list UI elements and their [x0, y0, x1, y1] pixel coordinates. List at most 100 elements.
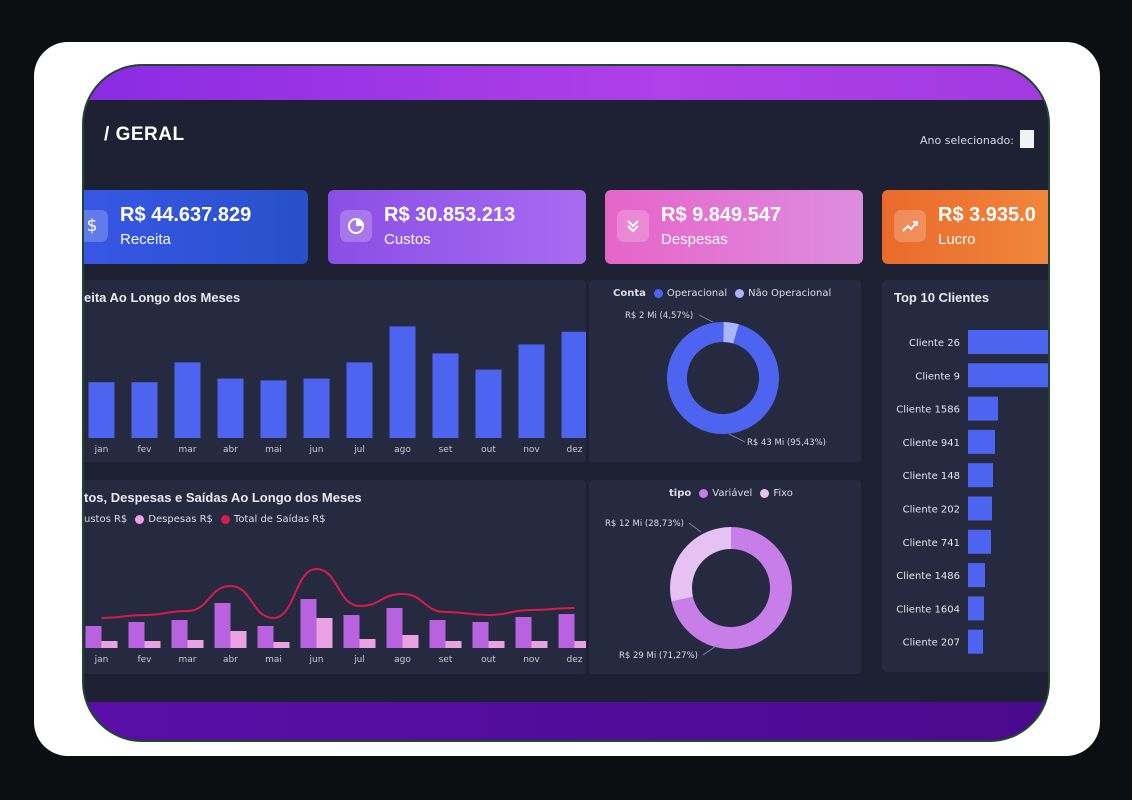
bar-despesas-set	[445, 641, 462, 648]
kpi-value-custos: R$ 30.853.213	[384, 204, 516, 226]
bar-cliente-1486	[968, 563, 985, 588]
bar-despesas-mar	[187, 640, 204, 648]
tick-custos-mar: mar	[179, 655, 197, 665]
label-cliente-202: Cliente 202	[903, 505, 960, 516]
kpi-label-receita: Receita	[120, 231, 171, 248]
panel-top-clientes: Top 10 Clientes Cliente 26 Cliente 9 Clien…	[882, 280, 1048, 672]
label-operacional: R$ 43 Mi (95,43%)	[747, 438, 826, 448]
leader-nao-operacional	[698, 314, 714, 323]
panel-tipo-donut: tipo Variável Fixo R$ 12 Mi (28,73%) R$ 2…	[589, 480, 861, 674]
legend-tipo: tipo Variável Fixo	[669, 488, 793, 499]
legend-dot-nao-operacional	[735, 289, 745, 298]
bar-receita-out	[475, 369, 502, 438]
bar-cliente-9	[968, 363, 1048, 388]
legend-dot-operacional	[653, 289, 663, 298]
bar-cliente-741	[968, 529, 991, 554]
tick-custos-fev: fev	[137, 655, 152, 665]
line-total-saidas	[101, 567, 575, 620]
leader-variavel	[702, 643, 720, 656]
bar-cliente-1586	[968, 396, 998, 421]
legend-dot-fixo	[760, 489, 770, 498]
tick-receita-jul: jul	[353, 445, 365, 455]
kpi-value-lucro: R$ 3.935.0	[938, 204, 1036, 226]
tick-receita-jun: jun	[309, 445, 324, 455]
year-selector-label: Ano selecionado:	[919, 134, 1014, 147]
bar-custos-out	[472, 622, 489, 648]
kpi-label-lucro: Lucro	[938, 231, 976, 248]
legend-item-total[interactable]: Total de Saídas R$	[233, 514, 326, 525]
tick-custos-abr: abr	[223, 655, 238, 665]
bar-custos-jun	[300, 599, 317, 648]
tick-custos-dez: dez	[567, 655, 583, 665]
label-cliente-741: Cliente 741	[903, 538, 960, 549]
bar-cliente-207	[968, 629, 983, 654]
legend-item-despesas[interactable]: Despesas R$	[148, 514, 213, 525]
legend-item-custos[interactable]: ustos R$	[84, 514, 128, 525]
tick-custos-set: set	[439, 655, 453, 665]
label-cliente-1486: Cliente 1486	[896, 571, 960, 582]
kpi-value-receita: R$ 44.637.829	[120, 204, 252, 226]
bar-cliente-26	[968, 330, 1048, 354]
bar-despesas-jun	[316, 618, 333, 648]
top-color-bar	[84, 66, 1048, 100]
leader-fixo	[688, 522, 702, 533]
bar-despesas-jan	[101, 641, 118, 648]
label-nao-operacional: R$ 2 Mi (4,57%)	[625, 311, 693, 321]
kpi-label-custos: Custos	[384, 231, 431, 248]
legend-item-nao-operacional[interactable]: Não Operacional	[748, 288, 832, 299]
label-variavel: R$ 29 Mi (71,27%)	[619, 651, 698, 661]
label-cliente-148: Cliente 148	[903, 471, 960, 482]
bar-custos-dez	[558, 614, 575, 648]
tick-custos-ago: ago	[394, 655, 411, 665]
legend-dot-variavel	[699, 489, 709, 498]
tick-custos-out: out	[481, 655, 496, 665]
slice-conta-operacional	[667, 322, 779, 434]
label-cliente-1604: Cliente 1604	[896, 604, 960, 615]
legend-item-variavel[interactable]: Variável	[712, 488, 753, 499]
kpi-card-lucro: R$ 3.935.0 Lucro	[882, 190, 1048, 264]
chart-title-receita: eita Ao Longo dos Meses	[84, 290, 241, 305]
tick-receita-jan: jan	[94, 445, 109, 455]
bar-despesas-fev	[144, 641, 161, 648]
kpi-value-despesas: R$ 9.849.547	[661, 204, 782, 226]
bar-receita-set	[432, 353, 459, 438]
chart-custos-despesas: jan fev mar abr mai jun jul ago set out nov dez	[85, 567, 586, 665]
bar-custos-mar	[171, 620, 188, 648]
bar-despesas-nov	[531, 641, 548, 648]
bar-receita-jun	[303, 378, 330, 438]
bar-custos-mai	[257, 626, 274, 648]
bar-despesas-out	[488, 641, 505, 648]
label-fixo: R$ 12 Mi (28,73%)	[605, 519, 684, 529]
label-cliente-941: Cliente 941	[903, 438, 960, 449]
dashboard-screen: / GERAL Ano selecionado: $ R$ 44.637.829…	[82, 64, 1050, 742]
slice-conta-nao-operacional	[667, 322, 779, 434]
trend-up-icon	[894, 210, 926, 242]
bar-custos-abr	[214, 603, 231, 648]
bar-custos-fev	[128, 622, 145, 648]
dashboard-content: / GERAL Ano selecionado: $ R$ 44.637.829…	[84, 100, 1048, 706]
chart-conta-donut: R$ 2 Mi (4,57%) R$ 43 Mi (95,43%)	[625, 311, 826, 448]
bar-custos-jan	[85, 626, 102, 648]
dollar-icon: $	[84, 210, 108, 242]
tick-custos-jun: jun	[309, 655, 324, 665]
legend-conta: Conta Operacional Não Operacional	[613, 288, 831, 299]
bar-cliente-202	[968, 496, 992, 521]
bar-receita-dez	[561, 331, 586, 438]
bar-receita-mai	[260, 380, 287, 438]
bar-receita-jan	[88, 382, 115, 438]
year-selector[interactable]	[1020, 130, 1034, 148]
bar-cliente-148	[968, 463, 993, 488]
double-chevron-down-icon	[617, 210, 649, 242]
bar-despesas-dez	[574, 641, 586, 648]
label-cliente-9: Cliente 9	[915, 371, 960, 382]
legend-custos: ustos R$ Despesas R$ Total de Saídas R$	[84, 514, 326, 525]
tick-receita-mar: mar	[179, 445, 197, 455]
bar-receita-ago	[389, 326, 416, 438]
legend-dot-total	[220, 515, 230, 524]
legend-item-operacional[interactable]: Operacional	[666, 288, 728, 299]
chart-top-clientes: Cliente 26 Cliente 9 Cliente 1586 Cliente 9…	[896, 330, 1048, 654]
tick-receita-mai: mai	[265, 445, 282, 455]
legend-item-fixo[interactable]: Fixo	[773, 488, 793, 499]
panel-custos-despesas: tos, Despesas e Saídas Ao Longo dos Mese…	[84, 480, 586, 674]
tick-custos-mai: mai	[265, 655, 282, 665]
